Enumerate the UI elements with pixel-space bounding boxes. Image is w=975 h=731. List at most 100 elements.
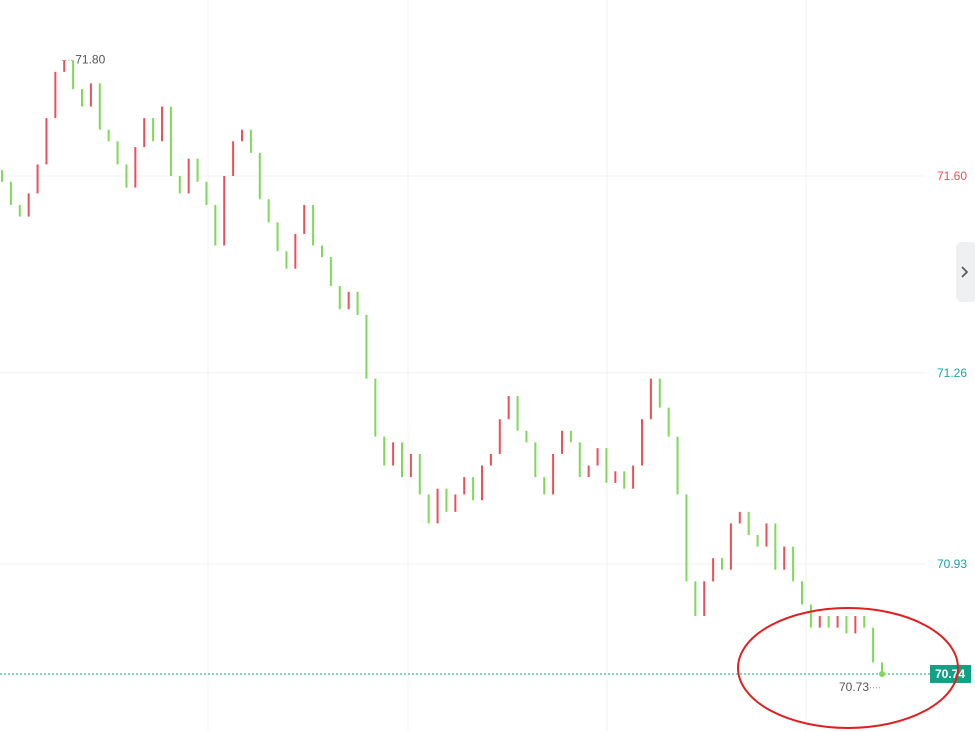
expand-button[interactable] (956, 242, 975, 302)
candle (845, 616, 848, 634)
candle (481, 465, 483, 501)
candle (649, 378, 652, 420)
candle (63, 60, 66, 72)
candle (125, 164, 128, 188)
y-tick-label: 71.26 (937, 366, 967, 380)
candle (116, 141, 119, 165)
vertical-grid (207, 0, 807, 731)
candle (774, 523, 777, 570)
candle (312, 204, 315, 246)
candle (516, 396, 519, 431)
candle (294, 233, 297, 269)
candle (507, 396, 510, 420)
candle (205, 181, 208, 205)
candle (418, 453, 421, 495)
candle (409, 453, 412, 478)
candle (569, 430, 572, 443)
candle (872, 627, 875, 663)
highlight-circle (737, 607, 959, 729)
y-tick-label: 70.93 (937, 557, 967, 571)
candle (498, 419, 501, 454)
candle (792, 546, 795, 582)
candle (45, 118, 48, 165)
candle (694, 581, 697, 617)
max-label: 71.80 (75, 52, 105, 66)
candle (463, 477, 466, 495)
candle (676, 436, 679, 495)
candle (258, 152, 261, 200)
candle (489, 453, 492, 466)
candle (881, 662, 883, 674)
candle (605, 448, 608, 483)
candle (454, 494, 457, 512)
candle (801, 581, 803, 605)
candle (641, 419, 643, 466)
candle (614, 471, 617, 483)
candle (107, 129, 110, 142)
candle (747, 511, 750, 536)
candle (9, 181, 12, 205)
candle (152, 118, 155, 142)
candle (241, 129, 243, 142)
candle (729, 523, 732, 570)
candle (347, 291, 350, 310)
candle (534, 442, 537, 478)
candle (436, 488, 439, 524)
candle (818, 616, 821, 628)
candle (249, 129, 252, 153)
candle (36, 164, 39, 194)
candle (445, 488, 448, 512)
candle (401, 442, 403, 478)
candle (667, 407, 670, 437)
candle (89, 83, 92, 107)
candle (214, 204, 217, 246)
candle (303, 204, 306, 234)
candle (18, 204, 21, 217)
candle (863, 616, 866, 628)
last-price-tag (930, 664, 971, 683)
candle (738, 511, 741, 524)
candle (854, 616, 857, 634)
y-tick-label: 71.60 (937, 169, 967, 183)
candle (685, 494, 688, 582)
candle (543, 477, 546, 495)
last-price-label: 70.74 (935, 667, 965, 681)
candle (356, 291, 359, 315)
candle (623, 471, 626, 489)
candle (472, 477, 475, 501)
candle (98, 83, 101, 130)
candle (223, 176, 226, 246)
candle (427, 494, 430, 524)
candle (552, 453, 555, 495)
candle (134, 147, 137, 188)
expand-button-bg[interactable] (956, 242, 975, 302)
candle (169, 106, 172, 177)
candle (81, 89, 83, 107)
candle (178, 176, 181, 194)
chevron-icon[interactable] (961, 266, 969, 278)
candle (143, 118, 146, 148)
candle (525, 430, 528, 443)
candle (187, 158, 190, 194)
candle (587, 465, 590, 478)
plot: 71.60 71.26 70.93 71.80 70.73 70.74 (0, 52, 971, 694)
candle (72, 60, 75, 90)
candle (321, 245, 323, 258)
candle (276, 222, 279, 252)
candle (383, 436, 386, 466)
candle (703, 581, 706, 617)
candle (267, 199, 270, 223)
candle (1, 170, 3, 182)
candle (161, 106, 163, 142)
candle (578, 442, 581, 478)
candle (392, 442, 395, 466)
candle (783, 546, 786, 570)
candle (285, 251, 288, 269)
min-label: 70.73 (839, 680, 869, 694)
candle (827, 616, 830, 628)
candle (27, 193, 30, 217)
last-price-dot (879, 670, 885, 677)
candle (374, 378, 377, 437)
